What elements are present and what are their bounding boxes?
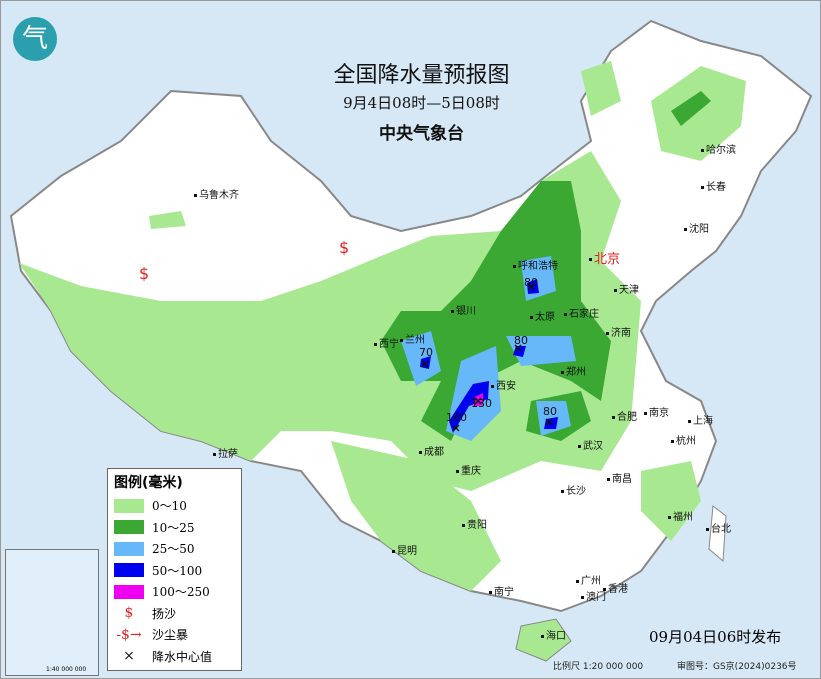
city-label: 福州 xyxy=(668,508,693,523)
svg-text:$: $ xyxy=(139,264,149,283)
legend: 图例(毫米) 0～10 10～25 25～50 50～100 100～250 $… xyxy=(107,468,242,671)
legend-swatch xyxy=(114,563,144,578)
cma-logo: 气 xyxy=(13,17,57,61)
legend-label: 100～250 xyxy=(152,585,210,600)
city-label: 台北 xyxy=(706,520,731,535)
city-label: 杭州 xyxy=(671,432,696,447)
city-label-capital: 北京 xyxy=(589,248,620,267)
city-label: 呼和浩特 xyxy=(513,257,558,272)
legend-label: 25～50 xyxy=(152,542,195,557)
city-label: 香港 xyxy=(603,580,628,595)
issuer: 中央气象台 xyxy=(379,124,464,144)
rain-center-value: 80 xyxy=(543,405,557,418)
city-label: 南昌 xyxy=(607,470,632,485)
legend-label: 扬沙 xyxy=(152,606,177,621)
map-title: 全国降水量预报图 xyxy=(333,63,510,88)
city-label: 长沙 xyxy=(561,482,586,497)
south-china-sea-inset: 1:40 000 000 xyxy=(5,549,99,676)
legend-swatch xyxy=(114,541,144,556)
legend-swatch xyxy=(114,520,144,535)
city-label: 石家庄 xyxy=(564,305,599,320)
rain-center-markers xyxy=(421,283,553,432)
city-label: 兰州 xyxy=(400,331,425,346)
rain-center-value: 80 xyxy=(524,276,538,289)
inset-scale: 1:40 000 000 xyxy=(46,666,87,673)
map-approval-number: 审图号：GS京(2024)0236号 xyxy=(677,662,797,672)
legend-label: 10～25 xyxy=(152,520,195,535)
forecast-period: 9月4日08时—5日08时 xyxy=(343,94,500,112)
city-label: 郑州 xyxy=(561,363,586,378)
city-label: 沈阳 xyxy=(684,220,709,235)
city-label: 昆明 xyxy=(392,542,417,557)
city-label: 太原 xyxy=(530,308,555,323)
city-label: 武汉 xyxy=(578,437,603,452)
legend-item: -$→ 沙尘暴 xyxy=(114,624,235,646)
legend-label: 沙尘暴 xyxy=(152,628,189,643)
city-label: 西宁 xyxy=(374,335,399,350)
legend-item: 50～100 xyxy=(114,560,235,582)
legend-item: $ 扬沙 xyxy=(114,603,235,625)
legend-swatch xyxy=(114,498,144,513)
sand-symbols: $ $ xyxy=(139,238,349,283)
rain-center-value: 180 xyxy=(446,411,467,424)
city-label: 合肥 xyxy=(612,408,637,423)
legend-item: 10～25 xyxy=(114,517,235,539)
city-label: 上海 xyxy=(688,412,713,427)
city-label: 天津 xyxy=(614,281,639,296)
legend-item: 100～250 xyxy=(114,581,235,603)
cross-icon: × xyxy=(123,648,135,665)
city-label: 广州 xyxy=(576,572,601,587)
city-label: 南宁 xyxy=(489,583,514,598)
legend-label: 50～100 xyxy=(152,563,203,578)
city-label: 澳门 xyxy=(581,588,606,603)
svg-text:$: $ xyxy=(339,238,349,257)
city-label: 拉萨 xyxy=(213,445,238,460)
legend-title: 图例(毫米) xyxy=(114,475,183,491)
legend-label: 0～10 xyxy=(152,499,187,514)
rain-center-value: 80 xyxy=(514,334,528,347)
legend-item: × 降水中心值 xyxy=(114,646,235,668)
legend-label: 降水中心值 xyxy=(152,649,213,664)
city-label: 重庆 xyxy=(456,462,481,477)
city-label: 济南 xyxy=(606,324,631,339)
legend-item: 25～50 xyxy=(114,538,235,560)
sandstorm-icon: -$→ xyxy=(116,626,142,643)
city-label: 乌鲁木齐 xyxy=(194,186,239,201)
city-label: 哈尔滨 xyxy=(701,141,736,156)
legend-item: 0～10 xyxy=(114,495,235,517)
rain-center-value: 130 xyxy=(471,397,492,410)
city-label: 长春 xyxy=(701,178,726,193)
city-label: 银川 xyxy=(451,302,476,317)
rain-center-value: 70 xyxy=(419,346,433,359)
city-label: 成都 xyxy=(419,443,444,458)
blowing-sand-icon: $ xyxy=(124,605,134,622)
legend-swatch xyxy=(114,584,144,599)
city-label: 西安 xyxy=(491,377,516,392)
city-label: 南京 xyxy=(644,404,669,419)
city-label: 海口 xyxy=(541,627,566,642)
city-label: 贵阳 xyxy=(462,516,487,531)
publish-time: 09月04日06时发布 xyxy=(649,628,782,646)
map-scale: 比例尺 1:20 000 000 xyxy=(553,662,644,672)
